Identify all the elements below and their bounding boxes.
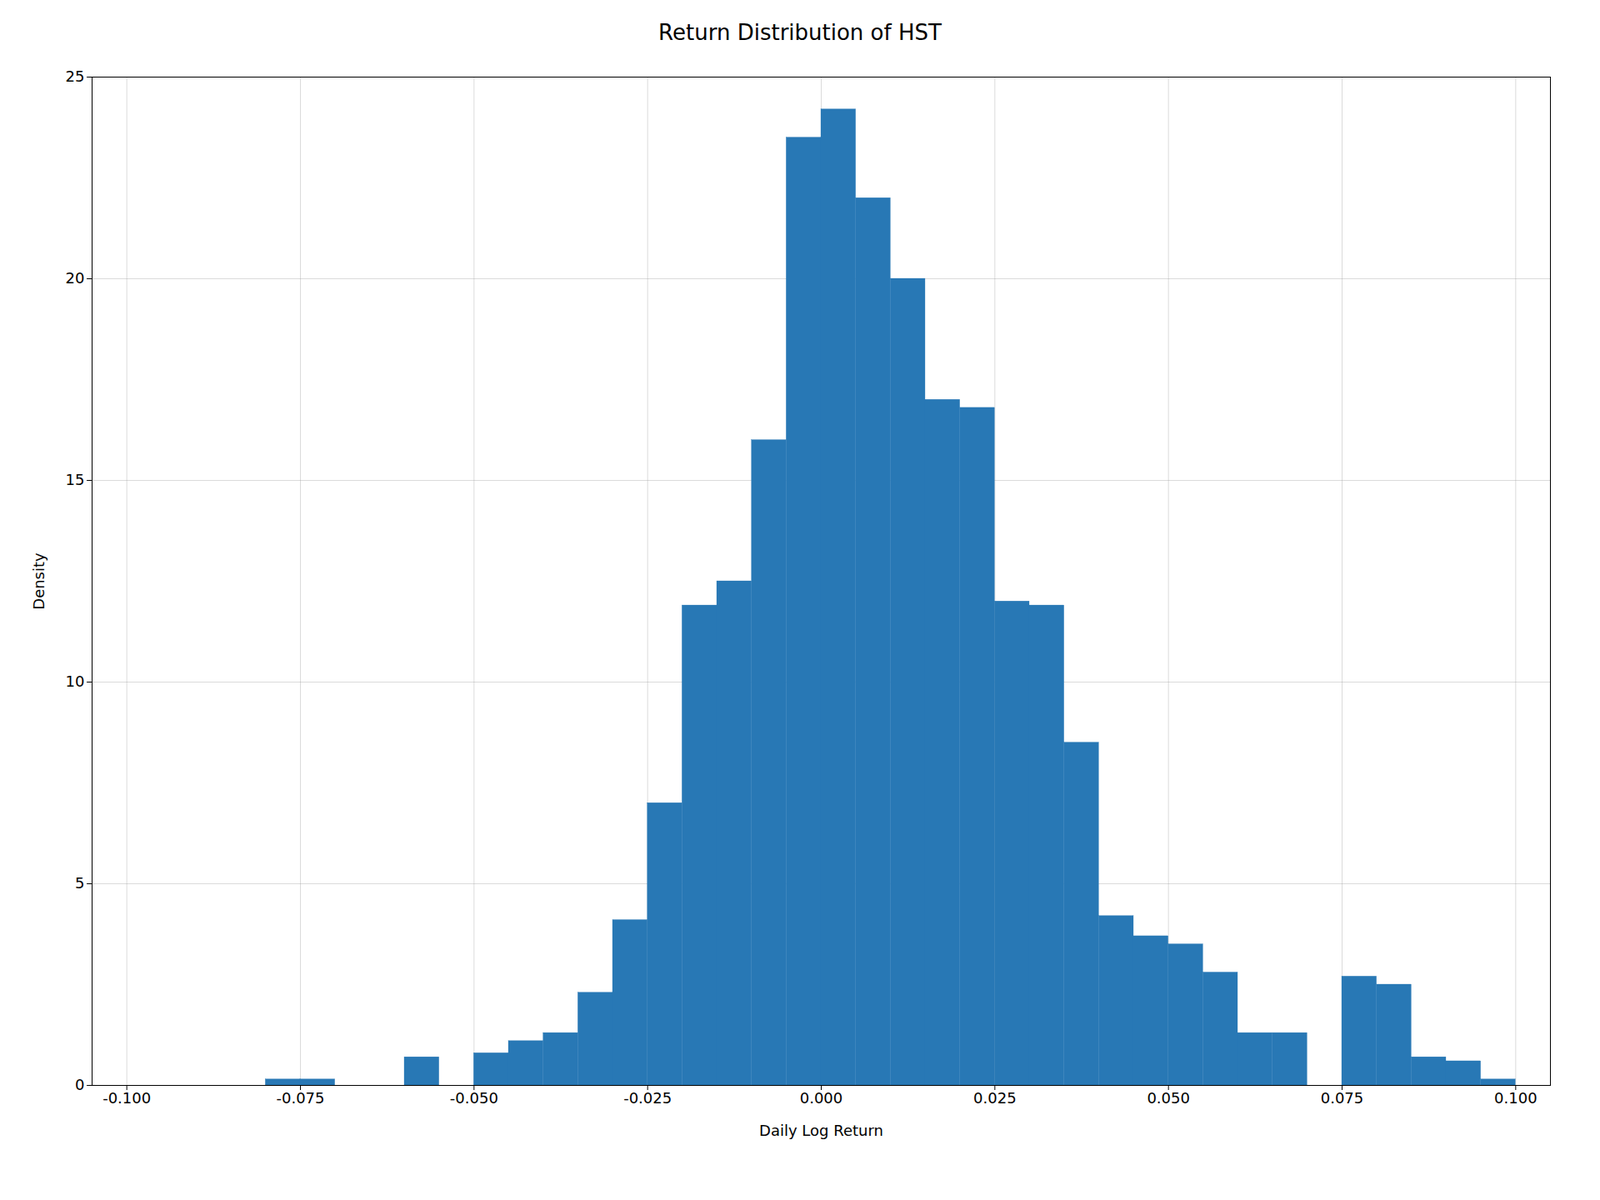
svg-text:10: 10 bbox=[65, 672, 85, 690]
svg-text:Density: Density bbox=[30, 552, 48, 610]
svg-text:20: 20 bbox=[65, 269, 85, 287]
svg-text:0.100: 0.100 bbox=[1494, 1089, 1538, 1107]
svg-text:0.000: 0.000 bbox=[800, 1089, 844, 1107]
svg-text:0.050: 0.050 bbox=[1146, 1089, 1190, 1107]
html-text:Return Distribution of HST: Return Distribution of HST bbox=[658, 20, 942, 45]
svg-text:5: 5 bbox=[75, 874, 85, 892]
svg-text:0.075: 0.075 bbox=[1320, 1089, 1365, 1107]
svg-text:-0.025: -0.025 bbox=[623, 1089, 672, 1107]
svg-text:-0.075: -0.075 bbox=[275, 1089, 325, 1107]
svg-text:Daily Log Return: Daily Log Return bbox=[759, 1121, 884, 1140]
svg-text:0.025: 0.025 bbox=[973, 1089, 1017, 1107]
svg-text:-0.050: -0.050 bbox=[450, 1089, 499, 1107]
svg-text:15: 15 bbox=[65, 470, 85, 489]
svg-text:-0.100: -0.100 bbox=[102, 1089, 151, 1107]
svg-text:0: 0 bbox=[75, 1075, 85, 1094]
svg-text:25: 25 bbox=[65, 67, 85, 85]
